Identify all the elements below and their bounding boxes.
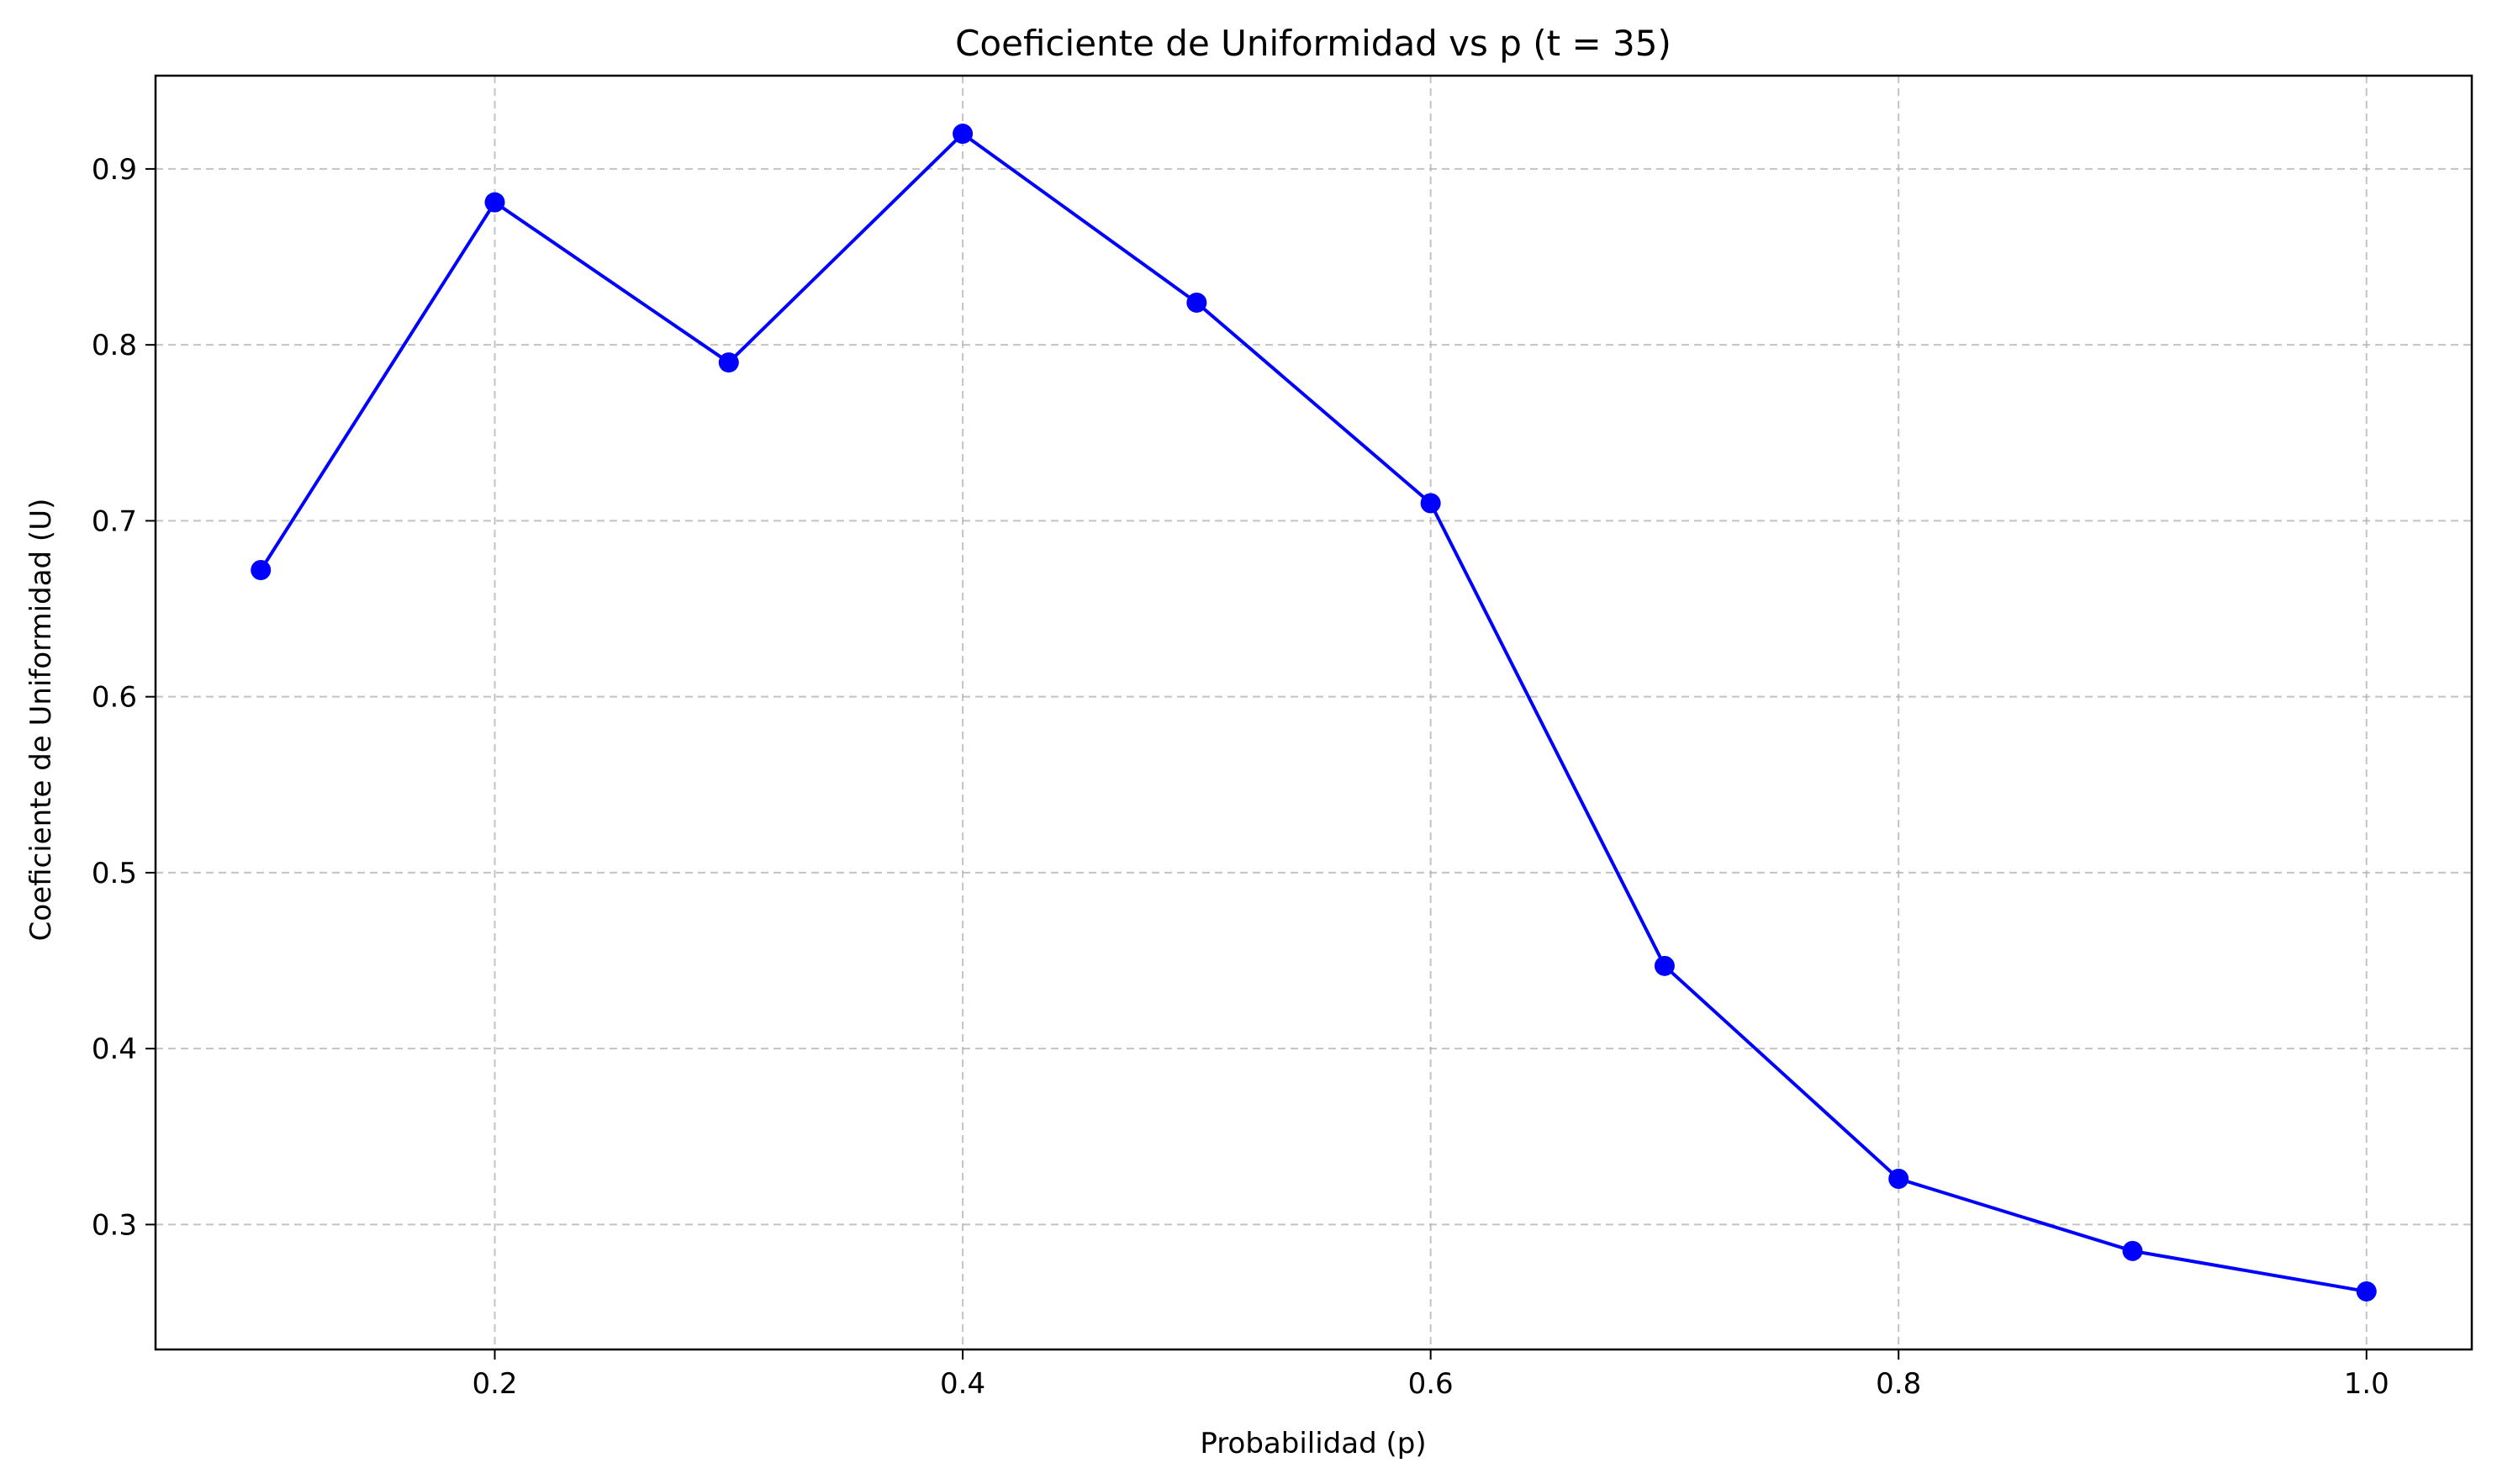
x-tick-label: 1.0: [2344, 1367, 2389, 1401]
data-point: [2356, 1281, 2377, 1302]
x-tick-label: 0.6: [1408, 1367, 1454, 1401]
data-point: [1420, 493, 1441, 514]
series-group: [251, 124, 2377, 1302]
data-point: [1888, 1169, 1909, 1190]
plot-frame: [154, 74, 2473, 1351]
y-axis-label: Coeficiente de Uniformidad (U): [24, 499, 58, 942]
data-point: [484, 192, 505, 213]
y-tick-label: 0.7: [92, 504, 137, 538]
x-tick-label: 0.4: [940, 1367, 985, 1401]
grid-lines: [156, 76, 2472, 1349]
data-point: [953, 124, 974, 145]
y-tick-label: 0.6: [92, 681, 137, 715]
x-axis-label: Probabilidad (p): [1200, 1427, 1426, 1460]
y-tick-label: 0.4: [92, 1032, 137, 1066]
y-axis: 0.3 0.4 0.5 0.6 0.7 0.8 0.9: [92, 153, 156, 1242]
x-tick-label: 0.2: [472, 1367, 517, 1401]
data-point: [718, 352, 739, 373]
x-tick-label: 0.8: [1876, 1367, 1921, 1401]
data-point: [2122, 1240, 2143, 1261]
y-tick-label: 0.9: [92, 153, 137, 187]
y-tick-label: 0.5: [92, 857, 137, 890]
data-point: [1186, 292, 1207, 313]
chart-title: Coeficiente de Uniformidad vs p (t = 35): [955, 23, 1671, 64]
data-point: [251, 560, 272, 581]
x-axis: 0.2 0.4 0.6 0.8 1.0: [472, 1349, 2389, 1401]
plot-area: [154, 74, 2473, 1351]
series-line: [259, 132, 2368, 1293]
y-tick-label: 0.3: [92, 1208, 137, 1242]
data-point: [1654, 955, 1675, 976]
y-tick-label: 0.8: [92, 329, 137, 362]
